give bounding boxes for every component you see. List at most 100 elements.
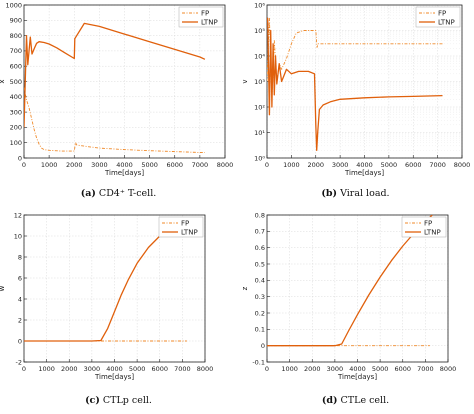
series-line-ltnp <box>24 22 206 128</box>
x-tick-label: 5000 <box>381 161 398 169</box>
caption-text: Viral load. <box>340 188 390 199</box>
x-tick-label: 8000 <box>217 161 234 169</box>
caption-text: CD4⁺ T-cell. <box>98 188 157 199</box>
x-axis-label: Time[days] <box>344 169 384 177</box>
x-tick-label: 3000 <box>327 365 344 373</box>
caption-tag: (a) <box>80 188 96 199</box>
x-tick-label: 5000 <box>372 365 389 373</box>
y-tick-label: 2 <box>18 316 22 324</box>
y-tick-label: 10³ <box>254 78 265 86</box>
y-tick-label: 0.2 <box>255 309 265 317</box>
y-tick-label: 300 <box>10 108 22 116</box>
x-tick-label: 2000 <box>304 365 321 373</box>
series-line-fp <box>24 87 205 154</box>
series-line-fp <box>267 17 443 100</box>
caption-tag: (b) <box>321 188 338 199</box>
x-tick-label: 0 <box>265 365 269 373</box>
y-tick-label: 200 <box>10 124 22 132</box>
series-line-ltnp <box>267 17 443 151</box>
y-tick-label: 1000 <box>5 1 22 9</box>
y-tick-label: 700 <box>10 47 22 55</box>
y-tick-label: 900 <box>10 17 22 25</box>
x-tick-label: 6000 <box>151 365 168 373</box>
y-tick-label: 0.8 <box>255 211 265 219</box>
legend-label-fp: FP <box>424 219 432 227</box>
y-tick-label: 600 <box>10 63 22 71</box>
x-tick-label: 2000 <box>307 161 324 169</box>
y-tick-label: 10⁰ <box>254 154 265 162</box>
y-axis-label: w <box>0 285 6 291</box>
panel-viral-load: 0 1000 2000 3000 4000 5000 6000 7000 8000 10⁰ 10¹ 1… <box>237 0 474 207</box>
x-tick-label: 7000 <box>174 365 191 373</box>
legend-label-ltnp: LTNP <box>438 18 455 26</box>
y-tick-label: 8 <box>18 253 22 261</box>
x-axis-label: Time[days] <box>94 373 134 381</box>
caption-viral-load: (b) Viral load. <box>237 188 474 199</box>
y-tick-label: 800 <box>10 32 22 40</box>
x-tick-label: 5000 <box>141 161 158 169</box>
caption-ctlp: (c) CTLp cell. <box>0 395 237 406</box>
caption-ctle: (d) CTLe cell. <box>237 395 474 406</box>
x-tick-label: 7000 <box>417 365 434 373</box>
legend-label-fp: FP <box>438 9 446 17</box>
y-tick-label: 100 <box>10 139 22 147</box>
x-tick-label: 5000 <box>129 365 146 373</box>
y-tick-label: 400 <box>10 93 22 101</box>
x-tick-label: 2000 <box>66 161 83 169</box>
y-tick-label: 10⁵ <box>254 27 265 35</box>
x-tick-label: 3000 <box>91 161 108 169</box>
x-tick-label: 1000 <box>281 365 298 373</box>
y-tick-label: 12 <box>14 211 22 219</box>
chart-ctlp: 0 1000 2000 3000 4000 5000 6000 7000 8000-202468… <box>0 211 214 381</box>
y-tick-label: 0.7 <box>255 228 265 236</box>
y-tick-label: 10⁶ <box>254 1 265 9</box>
x-tick-label: 0 <box>265 161 269 169</box>
y-tick-label: 0.3 <box>255 293 265 301</box>
x-tick-label: 2000 <box>61 365 78 373</box>
x-tick-label: 1000 <box>283 161 300 169</box>
panel-cd4: 0 1000 2000 3000 4000 5000 6000 7000 8000 0 100 200… <box>0 0 237 207</box>
x-tick-label: 8000 <box>197 365 214 373</box>
legend-label-ltnp: LTNP <box>201 18 218 26</box>
y-tick-label: 0 <box>261 342 265 350</box>
x-tick-label: 8000 <box>454 161 471 169</box>
x-tick-label: 4000 <box>356 161 373 169</box>
x-axis-label: Time[days] <box>104 169 144 177</box>
y-tick-label: 10 <box>14 232 22 240</box>
x-axis-label: Time[days] <box>337 373 377 381</box>
y-tick-label: 6 <box>18 274 22 282</box>
panel-ctlp: 0 1000 2000 3000 4000 5000 6000 7000 8000 -2 0 2 4 6 8… <box>0 207 237 414</box>
y-axis-label: z <box>241 286 249 290</box>
x-tick-label: 4000 <box>116 161 133 169</box>
x-tick-label: 4000 <box>349 365 366 373</box>
x-tick-label: 3000 <box>84 365 101 373</box>
x-tick-label: 6000 <box>394 365 411 373</box>
panel-ctle: 0 1000 2000 3000 4000 5000 6000 7000 8000 -0.1 0 0.… <box>237 207 474 414</box>
y-axis-label: v <box>241 79 249 83</box>
y-tick-label: 0.6 <box>255 244 265 252</box>
caption-text: CTLp cell. <box>102 395 152 406</box>
y-tick-label: 0.4 <box>255 277 265 285</box>
legend-label-ltnp: LTNP <box>424 228 441 236</box>
y-tick-label: 10⁴ <box>254 52 265 60</box>
caption-cd4: (a) CD4⁺ T-cell. <box>0 188 237 199</box>
x-tick-label: 1000 <box>38 365 55 373</box>
y-tick-label: -2 <box>16 358 22 366</box>
chart-viral-load: 0 1000 2000 3000 4000 5000 6000 7000 8000 10⁰ 10¹ 1… <box>241 1 471 177</box>
legend-label-fp: FP <box>201 9 209 17</box>
x-tick-label: 6000 <box>166 161 183 169</box>
x-tick-label: 0 <box>22 161 26 169</box>
y-tick-label: 0 <box>18 154 22 162</box>
series-group <box>24 22 206 154</box>
x-tick-label: 3000 <box>332 161 349 169</box>
y-tick-label: 0 <box>18 337 22 345</box>
y-tick-label: -0.1 <box>252 358 265 366</box>
chart-cd4: 0 1000 2000 3000 4000 5000 6000 7000 8000 0 100 200… <box>0 1 234 177</box>
y-tick-label: 10¹ <box>254 129 265 137</box>
y-tick-label: 500 <box>10 78 22 86</box>
legend-label-fp: FP <box>181 219 189 227</box>
y-tick-label: 10² <box>254 103 265 111</box>
